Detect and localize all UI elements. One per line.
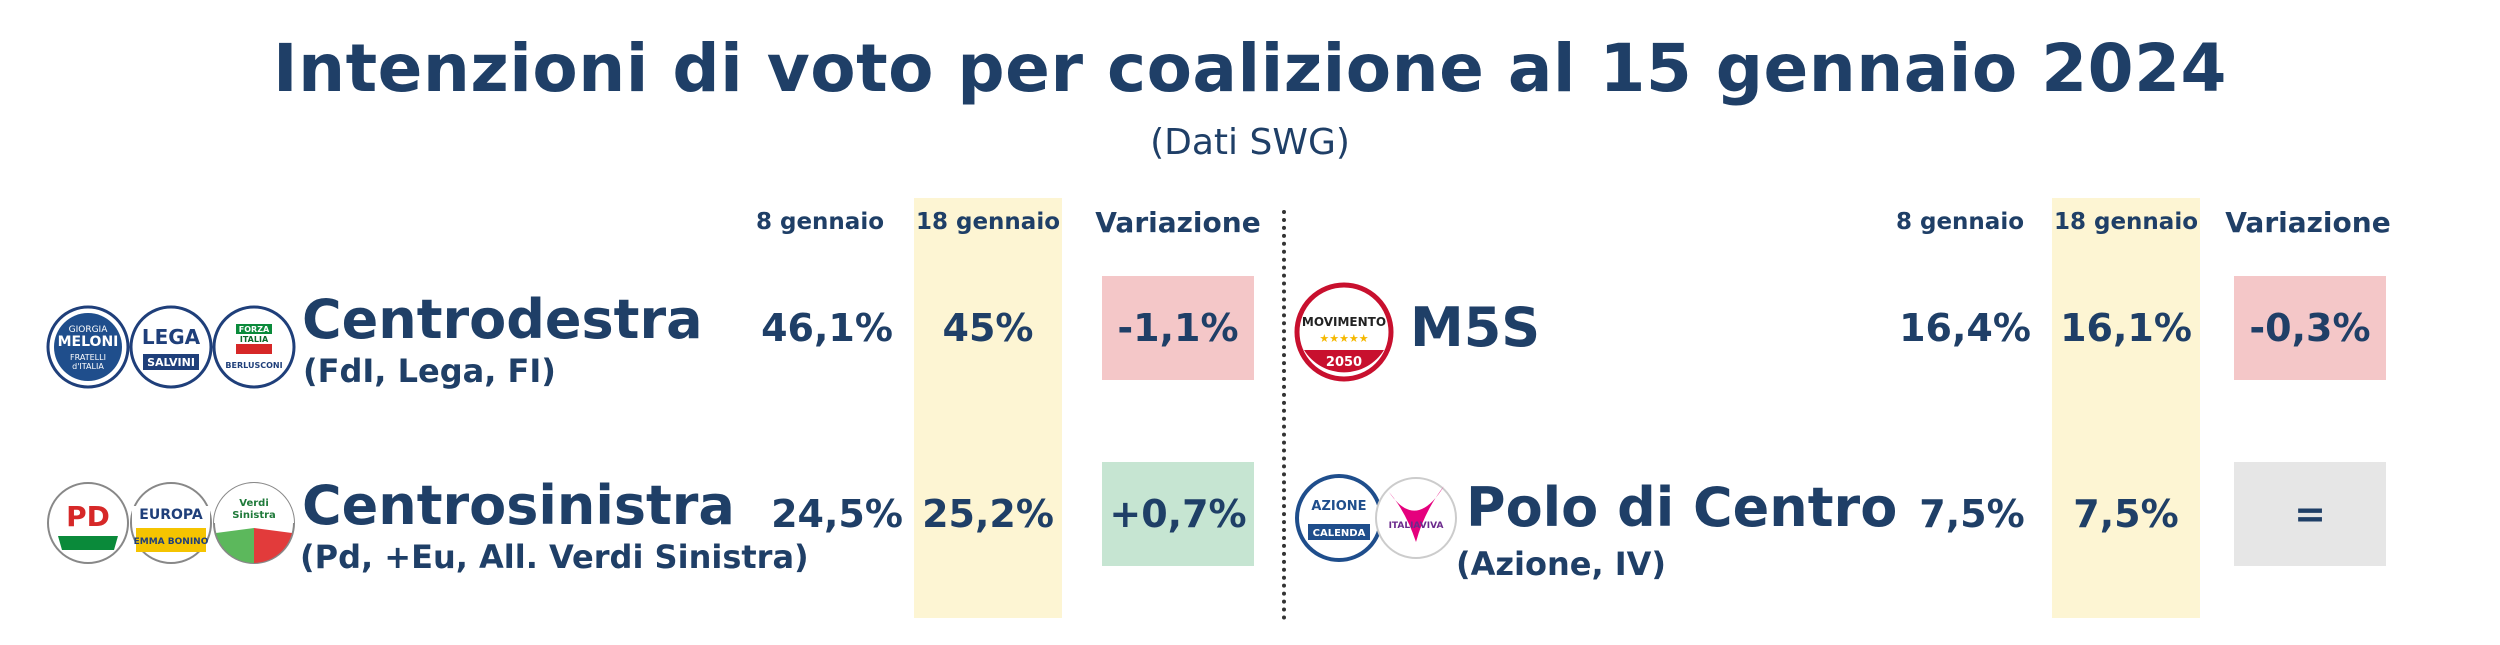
centrosinistra-change: +0,7%: [1102, 462, 1254, 566]
current-column-highlight-right: [2052, 198, 2200, 618]
fdi-logo-name: MELONI: [58, 334, 119, 350]
header-curr-right: 18 gennaio: [2053, 209, 2199, 235]
fi-logo-top: FORZA: [239, 325, 270, 334]
lega-logo-text: LEGA: [142, 325, 201, 349]
fdi-logo-bottom: FRATELLI: [70, 353, 106, 362]
centrosinistra-logo-group: PD EUROPA EMMA BONINO Verdi Sinistra: [47, 482, 295, 564]
centrodestra-name: Centrodestra: [302, 288, 703, 351]
avs-logo-mid: Sinistra: [232, 510, 276, 521]
lega-logo-name: SALVINI: [147, 356, 195, 369]
m5s-logo-stars: ★★★★★: [1319, 332, 1368, 345]
header-prev-right: 8 gennaio: [1895, 209, 2025, 235]
pd-logo: PD: [47, 482, 129, 564]
polo-centro-detail: (Azione, IV): [1456, 545, 1667, 583]
fdi-logo-top: GIORGIA: [69, 325, 109, 335]
azione-logo-text: AZIONE: [1311, 499, 1366, 514]
current-column-highlight-left: [914, 198, 1062, 618]
centrosinistra-detail: (Pd, +Eu, All. Verdi Sinistra): [300, 538, 809, 576]
pd-logo-text: PD: [66, 500, 110, 533]
centrosinistra-prev: 24,5%: [771, 492, 903, 536]
m5s-logo: MOVIMENTO ★★★★★ 2050: [1294, 282, 1394, 382]
m5s-change: -0,3%: [2234, 276, 2386, 380]
fi-logo-name: BERLUSCONI: [225, 361, 282, 370]
avs-logo: Verdi Sinistra: [213, 482, 295, 564]
header-prev-left: 8 gennaio: [755, 209, 885, 235]
fdi-logo: GIORGIA MELONI FRATELLI d'ITALIA: [46, 305, 130, 389]
centrodestra-prev: 46,1%: [761, 306, 893, 350]
polo-centro-name: Polo di Centro: [1466, 476, 1898, 539]
m5s-logo-year: 2050: [1326, 355, 1362, 370]
m5s-logo-text: MOVIMENTO: [1302, 315, 1386, 329]
chart-title: Intenzioni di voto per coalizione al 15 …: [273, 30, 2227, 107]
centrodestra-change: -1,1%: [1102, 276, 1254, 380]
europa-logo-text: EUROPA: [139, 507, 203, 523]
section-divider: [1282, 210, 1286, 620]
piu-europa-logo: EUROPA EMMA BONINO: [130, 482, 212, 564]
forza-italia-logo: FORZA ITALIA BERLUSCONI: [212, 305, 296, 389]
polo-centro-change: =: [2234, 462, 2386, 566]
centrodestra-logos: GIORGIA MELONI FRATELLI d'ITALIA LEGA SA…: [46, 302, 296, 392]
fdi-logo-bottom2: d'ITALIA: [72, 362, 104, 371]
chart-subtitle: (Dati SWG): [1150, 122, 1350, 163]
centrodestra-detail: (FdI, Lega, FI): [303, 352, 556, 390]
iv-logo-text: ITALIAVIVA: [1389, 521, 1444, 531]
fi-logo-mid: ITALIA: [240, 335, 269, 344]
centrodestra-curr: 45%: [942, 306, 1034, 350]
centrodestra-logo-group: GIORGIA MELONI FRATELLI d'ITALIA LEGA SA…: [46, 305, 296, 389]
lega-logo: LEGA SALVINI: [129, 305, 213, 389]
polo-centro-prev: 7,5%: [1919, 492, 2025, 536]
centrosinistra-logos: PD EUROPA EMMA BONINO Verdi Sinistra: [46, 478, 296, 568]
polo-centro-logos: AZIONE CALENDA ITALIAVIVA: [1294, 472, 1459, 564]
europa-logo-name: EMMA BONINO: [134, 537, 209, 547]
m5s-logo-wrap: MOVIMENTO ★★★★★ 2050: [1294, 282, 1394, 382]
header-change-right: Variazione: [2225, 206, 2391, 239]
azione-logo-name: CALENDA: [1313, 528, 1366, 539]
m5s-curr: 16,1%: [2060, 306, 2192, 350]
italia-viva-logo: ITALIAVIVA: [1375, 477, 1457, 559]
polo-centro-curr: 7,5%: [2073, 492, 2179, 536]
m5s-prev: 16,4%: [1899, 306, 2031, 350]
centrosinistra-name: Centrosinistra: [302, 474, 735, 537]
centrosinistra-curr: 25,2%: [922, 492, 1054, 536]
azione-logo: AZIONE CALENDA: [1295, 474, 1383, 562]
polo-centro-logo-group: AZIONE CALENDA ITALIAVIVA: [1295, 474, 1457, 562]
header-change-left: Variazione: [1095, 206, 1261, 239]
m5s-name: M5S: [1410, 296, 1541, 359]
header-curr-left: 18 gennaio: [915, 209, 1061, 235]
avs-logo-top: Verdi: [239, 498, 269, 509]
